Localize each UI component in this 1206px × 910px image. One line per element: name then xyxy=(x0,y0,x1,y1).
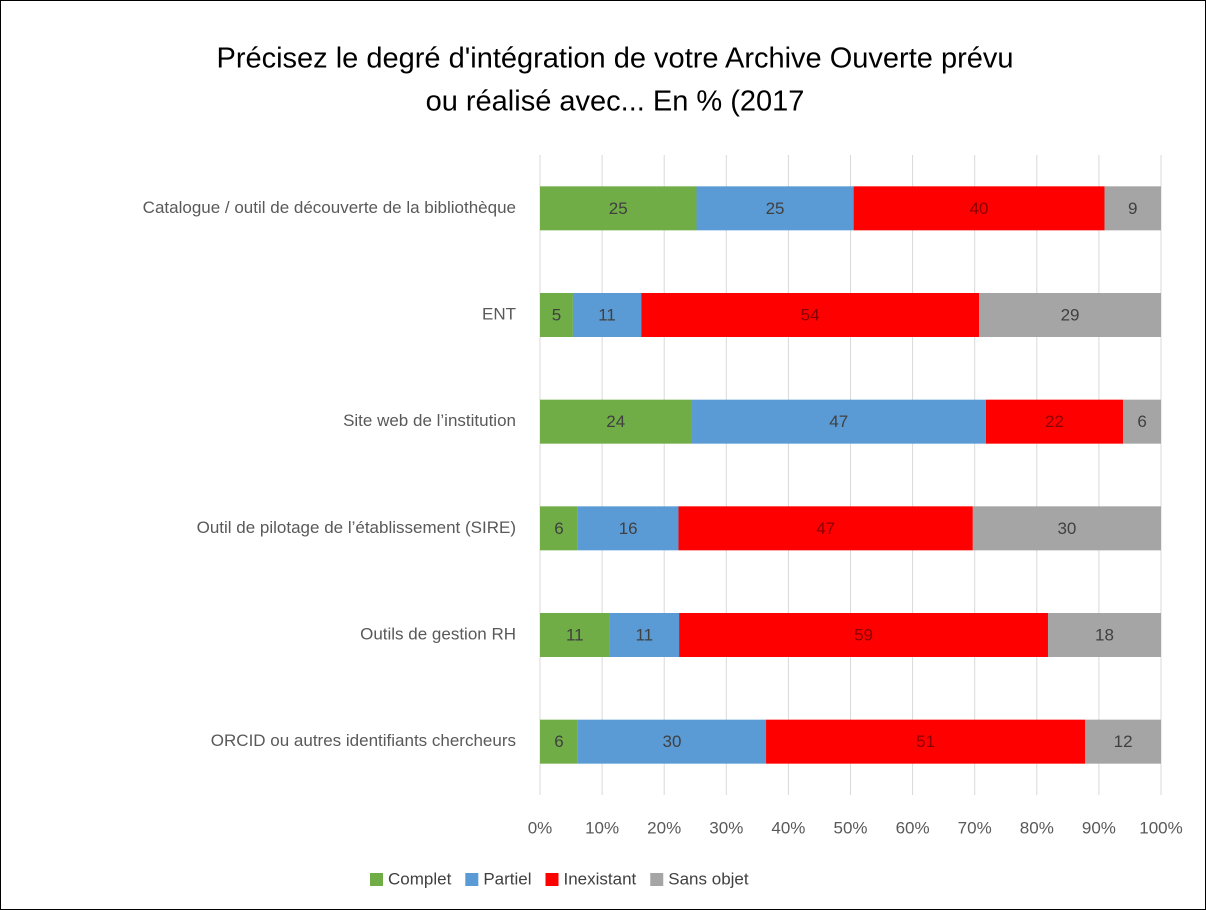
value-label: 47 xyxy=(829,412,848,431)
value-label: 6 xyxy=(1137,412,1146,431)
value-label: 11 xyxy=(566,625,584,644)
y-tick-label: ORCID ou autres identifiants chercheurs xyxy=(211,731,516,750)
bar-segment xyxy=(609,613,680,657)
x-tick-label: 10% xyxy=(585,818,619,837)
value-label: 51 xyxy=(916,732,935,751)
y-tick-label: Outil de pilotage de l’établissement (SI… xyxy=(197,518,516,537)
legend-label: Inexistant xyxy=(564,869,637,888)
x-tick-label: 100% xyxy=(1139,818,1182,837)
legend-label: Partiel xyxy=(483,869,531,888)
bar-segment xyxy=(972,506,1161,551)
bar-segment xyxy=(1047,613,1161,657)
x-tick-label: 90% xyxy=(1082,818,1116,837)
chart-title: ou réalisé avec... En % (2017 xyxy=(426,86,805,118)
bar-segment xyxy=(766,719,1086,764)
value-label: 12 xyxy=(1114,732,1133,751)
bar-segment xyxy=(1104,186,1161,231)
y-tick-label: Catalogue / outil de découverte de la bi… xyxy=(143,198,516,217)
x-tick-label: 30% xyxy=(709,818,743,837)
x-tick-label: 40% xyxy=(771,818,805,837)
y-tick-label: Outils de gestion RH xyxy=(360,624,516,643)
x-tick-label: 80% xyxy=(1020,818,1054,837)
value-label: 11 xyxy=(635,625,653,644)
value-label: 16 xyxy=(619,519,638,538)
legend-label: Sans objet xyxy=(668,869,749,888)
x-tick-label: 20% xyxy=(647,818,681,837)
value-label: 29 xyxy=(1061,305,1080,324)
value-label: 59 xyxy=(854,625,873,644)
legend-swatch xyxy=(650,873,664,886)
bar-segment xyxy=(678,506,973,551)
bar-segment xyxy=(540,506,578,551)
bar-segment xyxy=(979,293,1161,337)
x-tick-label: 70% xyxy=(958,818,992,837)
value-label: 18 xyxy=(1095,625,1114,644)
value-label: 22 xyxy=(1045,412,1064,431)
value-label: 5 xyxy=(552,305,561,324)
value-label: 47 xyxy=(816,519,835,538)
value-label: 30 xyxy=(663,732,682,751)
bar-segment xyxy=(540,186,697,231)
bar-segment xyxy=(540,293,573,337)
bar-segment xyxy=(540,613,610,657)
value-label: 6 xyxy=(554,732,563,751)
y-tick-label: Site web de l’institution xyxy=(343,411,516,430)
x-tick-label: 0% xyxy=(528,818,553,837)
value-label: 6 xyxy=(554,519,563,538)
bar-segment xyxy=(641,293,980,337)
bar-segment xyxy=(679,613,1048,657)
value-label: 30 xyxy=(1057,519,1076,538)
bar-segment xyxy=(696,186,854,231)
bar-segment xyxy=(985,399,1124,444)
legend-swatch xyxy=(465,873,479,886)
bar-segment xyxy=(540,719,578,764)
value-label: 25 xyxy=(609,199,628,218)
bar-segment xyxy=(572,293,642,337)
legend-swatch xyxy=(370,873,383,886)
bar-segment xyxy=(577,719,767,764)
x-tick-label: 50% xyxy=(833,818,867,837)
legend-swatch xyxy=(545,873,559,886)
value-label: 9 xyxy=(1128,199,1137,218)
bar-segment xyxy=(577,506,679,551)
bar-segment xyxy=(691,399,986,444)
value-label: 11 xyxy=(598,305,616,324)
value-label: 25 xyxy=(766,199,785,218)
legend-label: Complet xyxy=(388,869,452,888)
value-label: 54 xyxy=(801,305,820,324)
bar-segment xyxy=(1123,399,1161,444)
x-tick-label: 60% xyxy=(896,818,930,837)
bar-segment xyxy=(853,186,1105,231)
value-label: 24 xyxy=(606,412,625,431)
y-tick-label: ENT xyxy=(482,304,516,323)
value-label: 40 xyxy=(970,199,989,218)
bar-segment xyxy=(1085,719,1161,764)
bar-segment xyxy=(540,399,692,444)
chart-title: Précisez le degré d'intégration de votre… xyxy=(216,43,1013,75)
